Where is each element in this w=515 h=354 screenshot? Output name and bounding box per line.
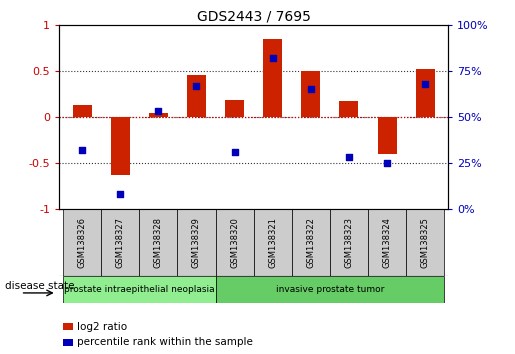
Bar <box>339 101 358 117</box>
Text: disease state: disease state <box>5 281 75 291</box>
Text: GSM138326: GSM138326 <box>78 217 87 268</box>
Bar <box>111 117 130 175</box>
Bar <box>63 323 73 330</box>
Bar <box>292 209 330 276</box>
Text: GSM138329: GSM138329 <box>192 217 201 268</box>
Text: prostate intraepithelial neoplasia: prostate intraepithelial neoplasia <box>64 285 215 294</box>
Point <box>78 147 86 153</box>
Bar <box>253 209 292 276</box>
Point <box>345 154 353 160</box>
Text: GSM138327: GSM138327 <box>116 217 125 268</box>
Text: GSM138321: GSM138321 <box>268 217 277 268</box>
Text: invasive prostate tumor: invasive prostate tumor <box>276 285 384 294</box>
Point <box>383 160 391 166</box>
Text: log2 ratio: log2 ratio <box>77 321 127 332</box>
Bar <box>139 209 177 276</box>
Point <box>116 191 124 197</box>
Point <box>154 108 162 114</box>
Bar <box>149 113 168 117</box>
Bar <box>368 209 406 276</box>
Bar <box>73 105 92 117</box>
Bar <box>406 209 444 276</box>
Text: percentile rank within the sample: percentile rank within the sample <box>77 337 252 348</box>
Bar <box>63 276 215 303</box>
Bar <box>225 100 244 117</box>
Point <box>192 83 200 88</box>
Point <box>421 81 430 86</box>
Text: GSM138322: GSM138322 <box>306 217 315 268</box>
Point <box>230 149 238 155</box>
Title: GDS2443 / 7695: GDS2443 / 7695 <box>197 10 311 24</box>
Point <box>269 55 277 61</box>
Text: GSM138324: GSM138324 <box>383 217 391 268</box>
Bar <box>377 117 397 154</box>
Bar <box>101 209 139 276</box>
Text: GSM138320: GSM138320 <box>230 217 239 268</box>
Bar <box>215 276 444 303</box>
Bar <box>63 209 101 276</box>
Text: GSM138328: GSM138328 <box>154 217 163 268</box>
Bar <box>63 339 73 346</box>
Bar <box>330 209 368 276</box>
Bar <box>215 209 253 276</box>
Text: GSM138323: GSM138323 <box>345 217 353 268</box>
Bar <box>177 209 215 276</box>
Bar <box>187 75 206 117</box>
Bar <box>263 39 282 117</box>
Bar <box>416 69 435 117</box>
Bar <box>301 71 320 117</box>
Text: GSM138325: GSM138325 <box>421 217 430 268</box>
Point <box>307 86 315 92</box>
